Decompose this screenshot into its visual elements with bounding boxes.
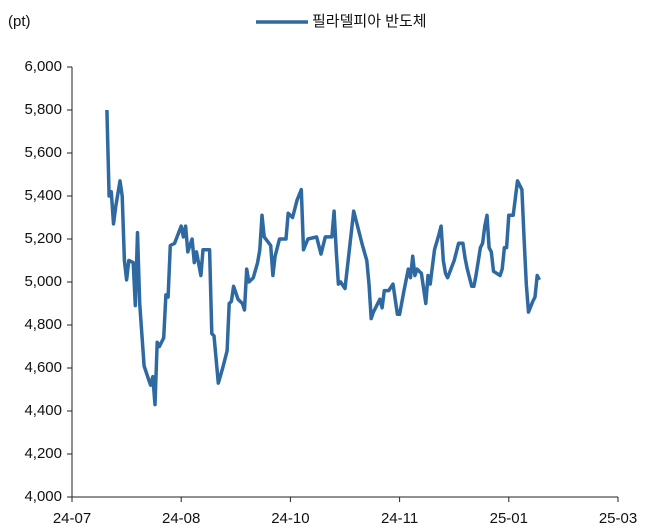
y-tick-label: 4,600	[24, 359, 62, 376]
x-tick-label: 25-01	[490, 510, 528, 527]
x-tick-label: 24-07	[53, 510, 91, 527]
y-axis-label: (pt)	[8, 13, 31, 30]
y-tick-label: 6,000	[24, 58, 62, 75]
y-tick-label: 4,400	[24, 402, 62, 419]
y-tick-label: 5,200	[24, 230, 62, 247]
y-tick-label: 4,200	[24, 445, 62, 462]
x-tick-label: 24-08	[162, 510, 200, 527]
y-tick-label: 4,800	[24, 316, 62, 333]
y-tick-label: 5,000	[24, 273, 62, 290]
y-tick-label: 5,400	[24, 187, 62, 204]
line-series	[105, 109, 541, 407]
legend-label: 필라델피아 반도체	[312, 13, 427, 30]
y-tick-label: 4,000	[24, 488, 62, 505]
y-tick-label: 5,800	[24, 101, 62, 118]
x-tick-label: 25-03	[599, 510, 637, 527]
x-tick-label: 24-11	[381, 510, 418, 527]
x-tick-label: 24-10	[271, 510, 309, 527]
y-tick-label: 5,600	[24, 144, 62, 161]
